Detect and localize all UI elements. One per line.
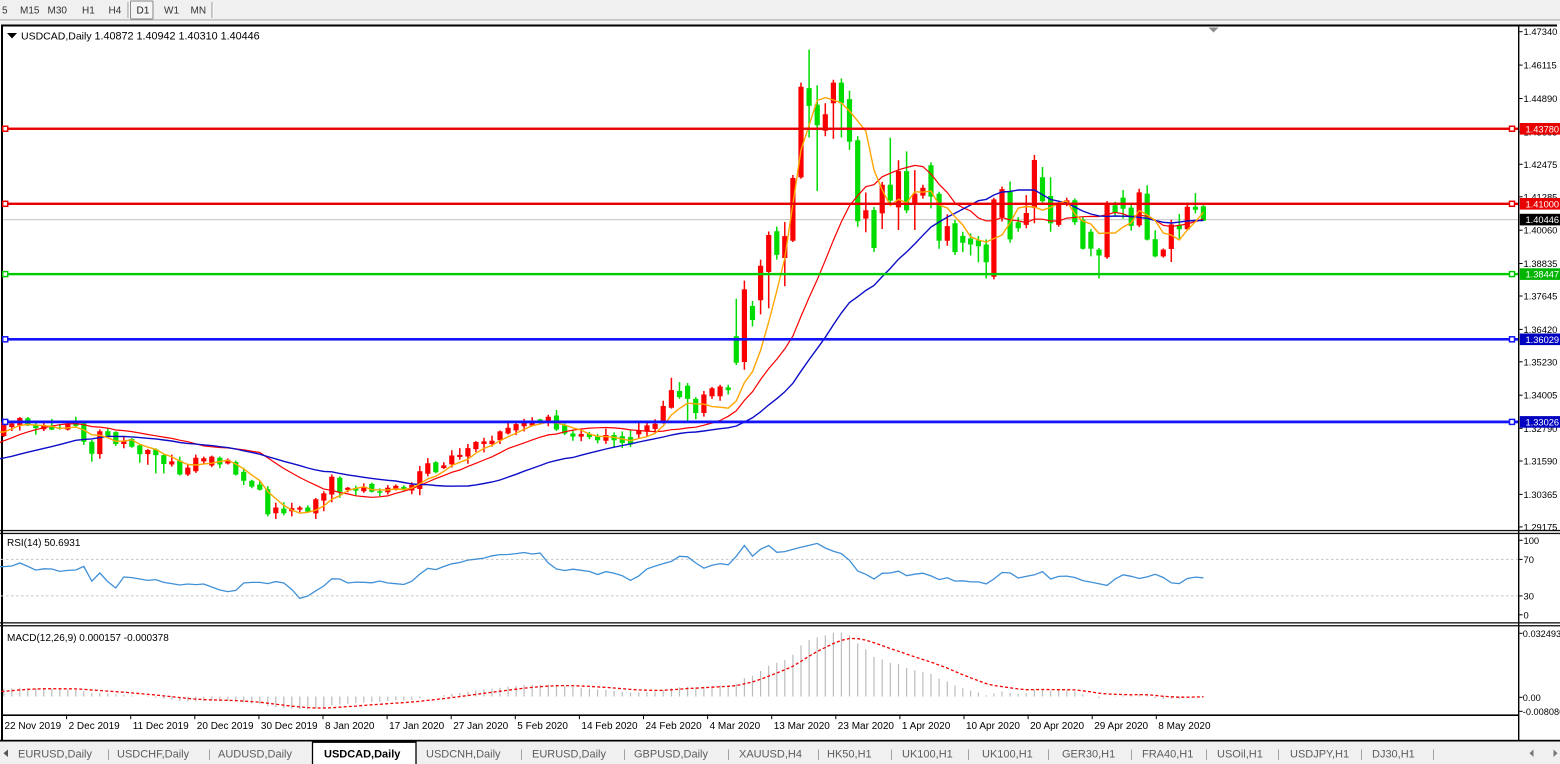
svg-text:RSI(14) 50.6931: RSI(14) 50.6931 (7, 538, 81, 549)
svg-text:-0.008086: -0.008086 (1523, 707, 1560, 717)
svg-text:|: | (1432, 749, 1435, 761)
svg-text:14 Feb 2020: 14 Feb 2020 (581, 721, 638, 732)
svg-text:GER30,H1: GER30,H1 (1062, 749, 1115, 761)
svg-text:1.38835: 1.38835 (1524, 258, 1558, 269)
svg-text:22 Nov 2019: 22 Nov 2019 (5, 721, 62, 732)
svg-text:USDCNH,Daily: USDCNH,Daily (426, 749, 501, 761)
svg-text:13 Mar 2020: 13 Mar 2020 (774, 721, 831, 732)
svg-text:FRA40,H1: FRA40,H1 (1142, 749, 1193, 761)
svg-text:UK100,H1: UK100,H1 (982, 749, 1033, 761)
svg-text:1.40446: 1.40446 (1526, 215, 1560, 225)
svg-text:1.42475: 1.42475 (1524, 159, 1558, 170)
svg-text:27 Jan 2020: 27 Jan 2020 (453, 721, 508, 732)
svg-text:USDJPY,H1: USDJPY,H1 (1290, 749, 1349, 761)
svg-text:|: | (1277, 749, 1280, 761)
svg-text:|: | (107, 749, 110, 761)
svg-text:H4: H4 (109, 6, 122, 17)
svg-text:W1: W1 (164, 6, 179, 17)
svg-text:24 Feb 2020: 24 Feb 2020 (646, 721, 703, 732)
svg-text:1 Apr 2020: 1 Apr 2020 (902, 721, 951, 732)
svg-text:USDCAD,Daily: USDCAD,Daily (324, 749, 401, 761)
svg-text:1.41285: 1.41285 (1524, 191, 1558, 202)
svg-text:EURUSD,Daily: EURUSD,Daily (18, 749, 92, 761)
svg-text:H1: H1 (82, 6, 95, 17)
svg-text:30 Dec 2019: 30 Dec 2019 (261, 721, 318, 732)
svg-text:0.00: 0.00 (1523, 693, 1541, 703)
svg-text:MACD(12,26,9) 0.000157 -0.0003: MACD(12,26,9) 0.000157 -0.000378 (7, 633, 169, 644)
svg-text:11 Dec 2019: 11 Dec 2019 (133, 721, 189, 732)
svg-text:0.032493: 0.032493 (1523, 629, 1560, 639)
svg-text:1.31590: 1.31590 (1524, 456, 1558, 467)
svg-text:M15: M15 (20, 6, 40, 17)
svg-text:1.30365: 1.30365 (1524, 489, 1558, 500)
svg-text:8 May 2020: 8 May 2020 (1158, 721, 1211, 732)
svg-text:USDCHF,Daily: USDCHF,Daily (117, 749, 190, 761)
svg-text:|: | (1047, 749, 1050, 761)
svg-text:|: | (727, 749, 730, 761)
svg-text:HK50,H1: HK50,H1 (827, 749, 872, 761)
svg-text:AUDUSD,Daily: AUDUSD,Daily (218, 749, 292, 761)
svg-text:10 Apr 2020: 10 Apr 2020 (966, 721, 1020, 732)
svg-text:1.35230: 1.35230 (1524, 356, 1558, 367)
svg-text:1.33026: 1.33026 (1526, 418, 1560, 428)
svg-text:30: 30 (1524, 590, 1534, 601)
svg-text:8 Jan 2020: 8 Jan 2020 (325, 721, 375, 732)
svg-text:1.38447: 1.38447 (1526, 270, 1560, 280)
svg-text:1.36420: 1.36420 (1524, 324, 1558, 335)
svg-text:1.34005: 1.34005 (1524, 390, 1558, 401)
svg-text:|: | (208, 749, 211, 761)
svg-text:DJ30,H1: DJ30,H1 (1372, 749, 1415, 761)
svg-text:1.43780: 1.43780 (1526, 124, 1560, 134)
svg-text:23 Mar 2020: 23 Mar 2020 (838, 721, 895, 732)
svg-text:|: | (817, 749, 820, 761)
svg-text:29 Apr 2020: 29 Apr 2020 (1094, 721, 1148, 732)
svg-text:5 Feb 2020: 5 Feb 2020 (517, 721, 568, 732)
svg-text:5: 5 (2, 6, 8, 17)
svg-text:2 Dec 2019: 2 Dec 2019 (69, 721, 121, 732)
svg-text:|: | (1360, 749, 1363, 761)
svg-text:D1: D1 (137, 6, 150, 17)
svg-text:UK100,H1: UK100,H1 (902, 749, 953, 761)
svg-text:|: | (520, 749, 523, 761)
svg-text:100: 100 (1524, 535, 1540, 546)
svg-text:|: | (1205, 749, 1208, 761)
svg-text:|: | (1130, 749, 1133, 761)
svg-text:0: 0 (1524, 609, 1529, 620)
svg-text:70: 70 (1524, 554, 1534, 565)
svg-text:1.40060: 1.40060 (1524, 225, 1558, 236)
svg-text:1.47340: 1.47340 (1524, 26, 1558, 37)
svg-text:17 Jan 2020: 17 Jan 2020 (389, 721, 444, 732)
svg-text:XAUUSD,H4: XAUUSD,H4 (739, 749, 802, 761)
svg-text:MN: MN (191, 6, 207, 17)
svg-text:1.32790: 1.32790 (1524, 423, 1558, 434)
svg-text:|: | (890, 749, 893, 761)
svg-text:1.40872 1.40942 1.40310 1.4044: 1.40872 1.40942 1.40310 1.40446 (95, 31, 260, 43)
svg-text:|: | (623, 749, 626, 761)
svg-text:|: | (967, 749, 970, 761)
svg-text:USDCAD,Daily: USDCAD,Daily (21, 31, 92, 43)
svg-text:1.36029: 1.36029 (1526, 335, 1560, 345)
svg-text:1.44890: 1.44890 (1524, 93, 1558, 104)
svg-text:4 Mar 2020: 4 Mar 2020 (710, 721, 761, 732)
svg-text:20 Dec 2019: 20 Dec 2019 (197, 721, 254, 732)
svg-text:1.29175: 1.29175 (1524, 521, 1558, 532)
svg-text:EURUSD,Daily: EURUSD,Daily (532, 749, 606, 761)
svg-text:20 Apr 2020: 20 Apr 2020 (1030, 721, 1084, 732)
svg-text:1.46115: 1.46115 (1524, 60, 1557, 71)
svg-text:M30: M30 (48, 6, 68, 17)
svg-text:1.37645: 1.37645 (1524, 291, 1558, 302)
svg-text:GBPUSD,Daily: GBPUSD,Daily (634, 749, 708, 761)
svg-text:1.41000: 1.41000 (1526, 199, 1560, 209)
svg-text:USOil,H1: USOil,H1 (1217, 749, 1263, 761)
